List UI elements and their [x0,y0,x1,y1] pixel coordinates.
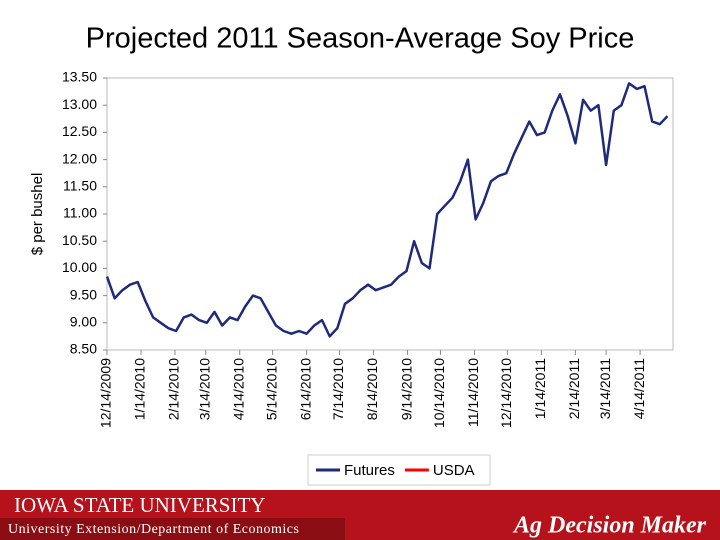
x-tick-label: 12/14/2010 [498,358,514,428]
y-tick-label: 10.50 [62,232,97,248]
y-tick-label: 12.00 [62,150,97,166]
y-tick-label: 8.50 [70,341,97,357]
y-axis-label: $ per bushel [29,173,46,256]
x-tick-label: 7/14/2010 [330,358,346,420]
y-tick-label: 10.00 [62,259,97,275]
x-tick-label: 5/14/2010 [263,358,279,420]
y-tick-label: 11.50 [63,178,97,194]
x-tick-label: 6/14/2010 [297,358,313,420]
x-tick-label: 4/14/2011 [631,358,647,419]
chart-title: Projected 2011 Season-Average Soy Price [86,23,635,55]
x-tick-label: 12/14/2009 [98,358,114,428]
x-tick-label: 1/14/2010 [132,358,148,420]
university-name: IOWA STATE UNIVERSITY [14,493,265,517]
x-tick-label: 4/14/2010 [230,358,246,420]
y-tick-label: 12.50 [62,123,97,139]
department: University Extension/Department of Econo… [8,522,299,537]
x-tick-label: 3/14/2010 [196,358,212,420]
x-tick-label: 11/14/2010 [465,358,481,427]
x-tick-label: 9/14/2010 [398,358,414,420]
y-tick-label: 13.50 [62,69,97,85]
x-tick-label: 2/14/2011 [566,358,582,419]
y-tick-label: 9.50 [70,286,97,302]
y-tick-label: 9.00 [70,314,97,330]
x-tick-label: 8/14/2010 [364,358,380,420]
x-tick-label: 10/14/2010 [431,358,447,428]
y-tick-label: 13.00 [62,96,97,112]
brand: Ag Decision Maker [512,513,707,539]
legend-label: USDA [433,462,475,479]
legend-label: Futures [344,462,395,479]
x-tick-label: 2/14/2010 [166,358,182,420]
x-tick-label: 3/14/2011 [597,358,613,419]
x-tick-label: 1/14/2011 [532,358,548,419]
y-tick-label: 11.00 [63,205,97,221]
series-line [105,82,669,338]
footer-strip [0,518,345,540]
plot-frame [106,77,674,351]
